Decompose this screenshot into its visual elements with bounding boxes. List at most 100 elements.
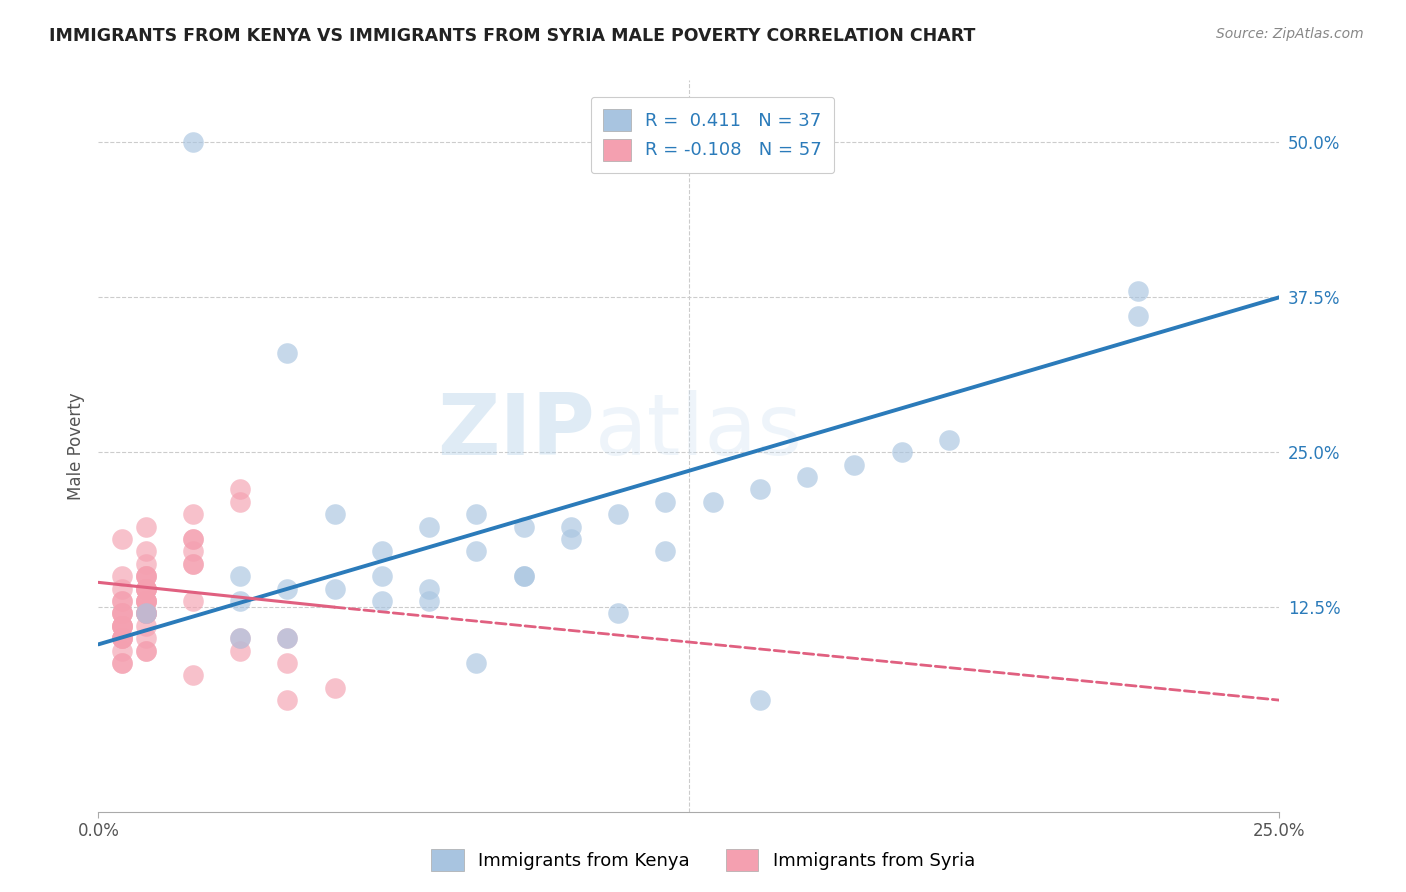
Point [111,569,134,583]
Point [418,582,440,596]
Point [181,135,204,149]
Point [276,693,298,707]
Point [135,594,157,608]
Point [890,445,912,459]
Point [111,631,134,645]
Point [111,594,134,608]
Point [111,631,134,645]
Point [135,569,157,583]
Point [465,656,488,670]
Text: Source: ZipAtlas.com: Source: ZipAtlas.com [1216,27,1364,41]
Point [135,582,157,596]
Point [276,346,298,360]
Point [135,594,157,608]
Point [512,569,534,583]
Point [465,507,488,521]
Point [181,557,204,571]
Point [111,607,134,621]
Point [560,519,582,533]
Point [371,594,394,608]
Point [323,582,346,596]
Point [111,643,134,657]
Point [135,582,157,596]
Point [111,619,134,633]
Point [135,569,157,583]
Point [371,569,394,583]
Point [111,631,134,645]
Point [181,668,204,682]
Point [111,607,134,621]
Point [512,519,534,533]
Point [135,619,157,633]
Point [111,631,134,645]
Point [229,495,252,509]
Point [111,656,134,670]
Point [938,433,960,447]
Point [135,544,157,558]
Point [844,458,866,472]
Point [135,643,157,657]
Point [607,507,630,521]
Point [135,582,157,596]
Point [276,656,298,670]
Point [229,569,252,583]
Point [323,681,346,695]
Text: ZIP: ZIP [437,390,595,473]
Point [181,557,204,571]
Point [229,594,252,608]
Point [135,569,157,583]
Point [135,607,157,621]
Point [1126,309,1149,323]
Point [111,619,134,633]
Point [748,693,770,707]
Point [276,631,298,645]
Text: IMMIGRANTS FROM KENYA VS IMMIGRANTS FROM SYRIA MALE POVERTY CORRELATION CHART: IMMIGRANTS FROM KENYA VS IMMIGRANTS FROM… [49,27,976,45]
Text: atlas: atlas [595,390,803,473]
Point [323,507,346,521]
Point [181,532,204,546]
Point [111,656,134,670]
Point [702,495,724,509]
Point [560,532,582,546]
Point [371,544,394,558]
Point [111,607,134,621]
Point [181,544,204,558]
Point [229,631,252,645]
Y-axis label: Male Poverty: Male Poverty [66,392,84,500]
Point [181,594,204,608]
Legend: R =  0.411   N = 37, R = -0.108   N = 57: R = 0.411 N = 37, R = -0.108 N = 57 [591,96,834,173]
Point [135,631,157,645]
Point [796,470,818,484]
Point [607,607,630,621]
Point [229,483,252,497]
Point [135,557,157,571]
Point [181,507,204,521]
Point [181,532,204,546]
Legend: Immigrants from Kenya, Immigrants from Syria: Immigrants from Kenya, Immigrants from S… [423,842,983,879]
Point [135,607,157,621]
Point [111,619,134,633]
Point [135,582,157,596]
Point [111,532,134,546]
Point [135,594,157,608]
Point [465,544,488,558]
Point [276,582,298,596]
Point [135,594,157,608]
Point [111,619,134,633]
Point [135,643,157,657]
Point [276,631,298,645]
Point [654,544,676,558]
Point [654,495,676,509]
Point [135,607,157,621]
Point [229,631,252,645]
Point [229,643,252,657]
Point [135,607,157,621]
Point [418,594,440,608]
Point [111,594,134,608]
Point [135,607,157,621]
Point [1126,284,1149,298]
Point [748,483,770,497]
Point [418,519,440,533]
Point [135,519,157,533]
Point [111,582,134,596]
